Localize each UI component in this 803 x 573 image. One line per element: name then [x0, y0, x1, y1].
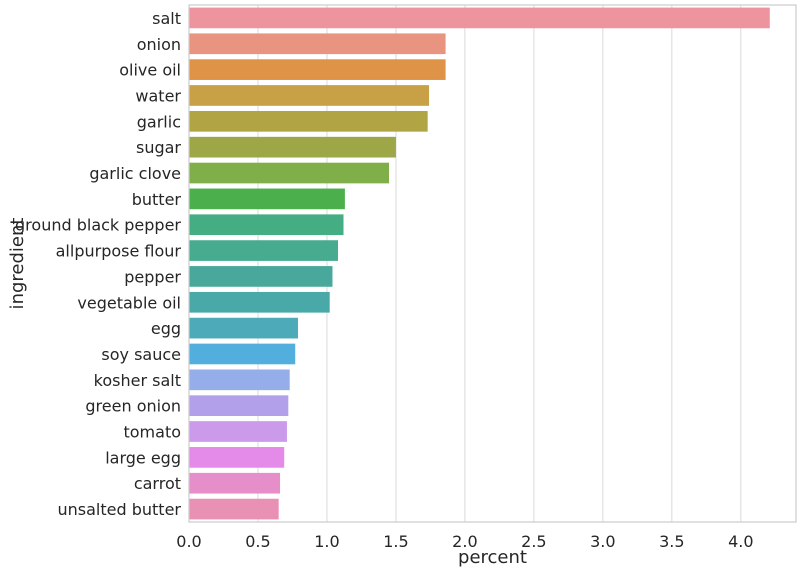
- x-tick-label: 2.5: [521, 532, 546, 551]
- y-tick-label: ground black pepper: [15, 216, 181, 235]
- y-tick-label: sugar: [136, 138, 181, 157]
- y-tick-label: garlic: [137, 112, 181, 131]
- bar: [189, 33, 446, 55]
- bar: [189, 447, 285, 468]
- bar: [189, 162, 390, 184]
- plot-frame: [188, 4, 797, 523]
- y-tick-label: allpurpose flour: [56, 242, 182, 261]
- y-axis-title: ingredient: [7, 218, 28, 310]
- y-tick-label: carrot: [134, 474, 181, 493]
- bar: [189, 7, 770, 29]
- y-tick-label: tomato: [123, 423, 181, 442]
- y-tick-label: egg: [151, 319, 181, 338]
- y-tick-label: pepper: [124, 267, 181, 286]
- bar: [189, 421, 287, 442]
- gridlines: [188, 5, 742, 522]
- x-tick-label: 3.0: [590, 532, 615, 551]
- bar: [189, 136, 396, 158]
- bar: [189, 343, 296, 365]
- y-tick-label: soy sauce: [101, 345, 181, 364]
- y-tick-label: green onion: [85, 397, 181, 416]
- x-tick-label: 0.0: [176, 532, 201, 551]
- bar: [189, 188, 345, 210]
- bar: [189, 59, 446, 80]
- bars: [189, 7, 770, 520]
- x-tick-label: 0.5: [245, 532, 270, 551]
- x-tick-label: 1.0: [314, 532, 339, 551]
- y-tick-label: large egg: [105, 448, 181, 467]
- bar: [189, 369, 290, 391]
- x-tick-label: 1.5: [383, 532, 408, 551]
- y-tick-label: kosher salt: [94, 371, 181, 390]
- bar: [189, 266, 333, 287]
- y-tick-label: vegetable oil: [77, 293, 181, 312]
- bar: [189, 240, 338, 261]
- y-tick-label: salt: [152, 9, 181, 28]
- y-tick-label: garlic clove: [89, 164, 181, 183]
- y-tick-labels: salt onion olive oil water garlic sugar garlic…: [15, 9, 181, 519]
- y-tick-label: onion: [137, 35, 181, 54]
- bar: [189, 472, 281, 494]
- bar: [189, 214, 344, 236]
- bar: [189, 317, 298, 339]
- y-tick-label: olive oil: [119, 61, 181, 80]
- y-tick-label: butter: [132, 190, 182, 209]
- bar: [189, 395, 289, 417]
- x-tick-label: 4.0: [728, 532, 753, 551]
- bar: [189, 291, 330, 313]
- bar: [189, 110, 428, 132]
- x-axis-title: percent: [458, 547, 527, 568]
- x-tick-label: 3.5: [659, 532, 684, 551]
- x-tick-labels: 0.0 0.5 1.0 1.5 2.0 2.5 3.0 3.5 4.0: [176, 532, 753, 551]
- y-tick-label: water: [135, 86, 181, 105]
- bar: [189, 498, 279, 520]
- y-tick-label: unsalted butter: [58, 500, 182, 519]
- bar: [189, 85, 430, 106]
- x-tick-label: 2.0: [452, 532, 477, 551]
